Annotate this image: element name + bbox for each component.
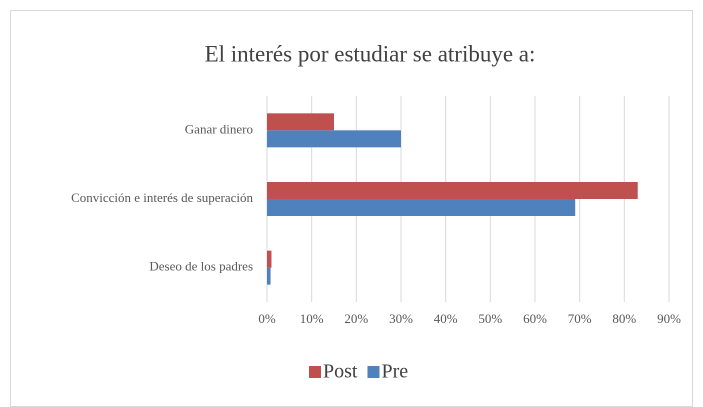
x-tick-label: 20% bbox=[344, 311, 368, 326]
x-tick-label: 0% bbox=[258, 311, 276, 326]
y-tick-label: Deseo de los padres bbox=[149, 259, 253, 274]
legend-label: Post bbox=[323, 361, 358, 383]
legend-label: Pre bbox=[381, 361, 408, 383]
x-tick-label: 60% bbox=[523, 311, 547, 326]
x-tick-label: 90% bbox=[657, 311, 681, 326]
bar bbox=[267, 250, 272, 268]
bar bbox=[267, 267, 271, 285]
bar bbox=[267, 199, 576, 216]
x-tick-label: 70% bbox=[568, 311, 592, 326]
x-tick-label: 30% bbox=[389, 311, 413, 326]
bar bbox=[267, 130, 401, 148]
x-tick-label: 50% bbox=[478, 311, 502, 326]
chart-title: El interés por estudiar se atribuye a: bbox=[205, 41, 536, 66]
bar bbox=[267, 182, 638, 199]
x-tick-label: 10% bbox=[300, 311, 324, 326]
legend-swatch bbox=[367, 366, 380, 378]
x-tick-label: 80% bbox=[612, 311, 636, 326]
x-tick-label: 40% bbox=[434, 311, 458, 326]
y-tick-label: Ganar dinero bbox=[185, 121, 253, 136]
bar bbox=[267, 113, 334, 131]
y-tick-label: Convicción e interés de superación bbox=[71, 190, 253, 205]
legend-swatch bbox=[309, 366, 321, 378]
